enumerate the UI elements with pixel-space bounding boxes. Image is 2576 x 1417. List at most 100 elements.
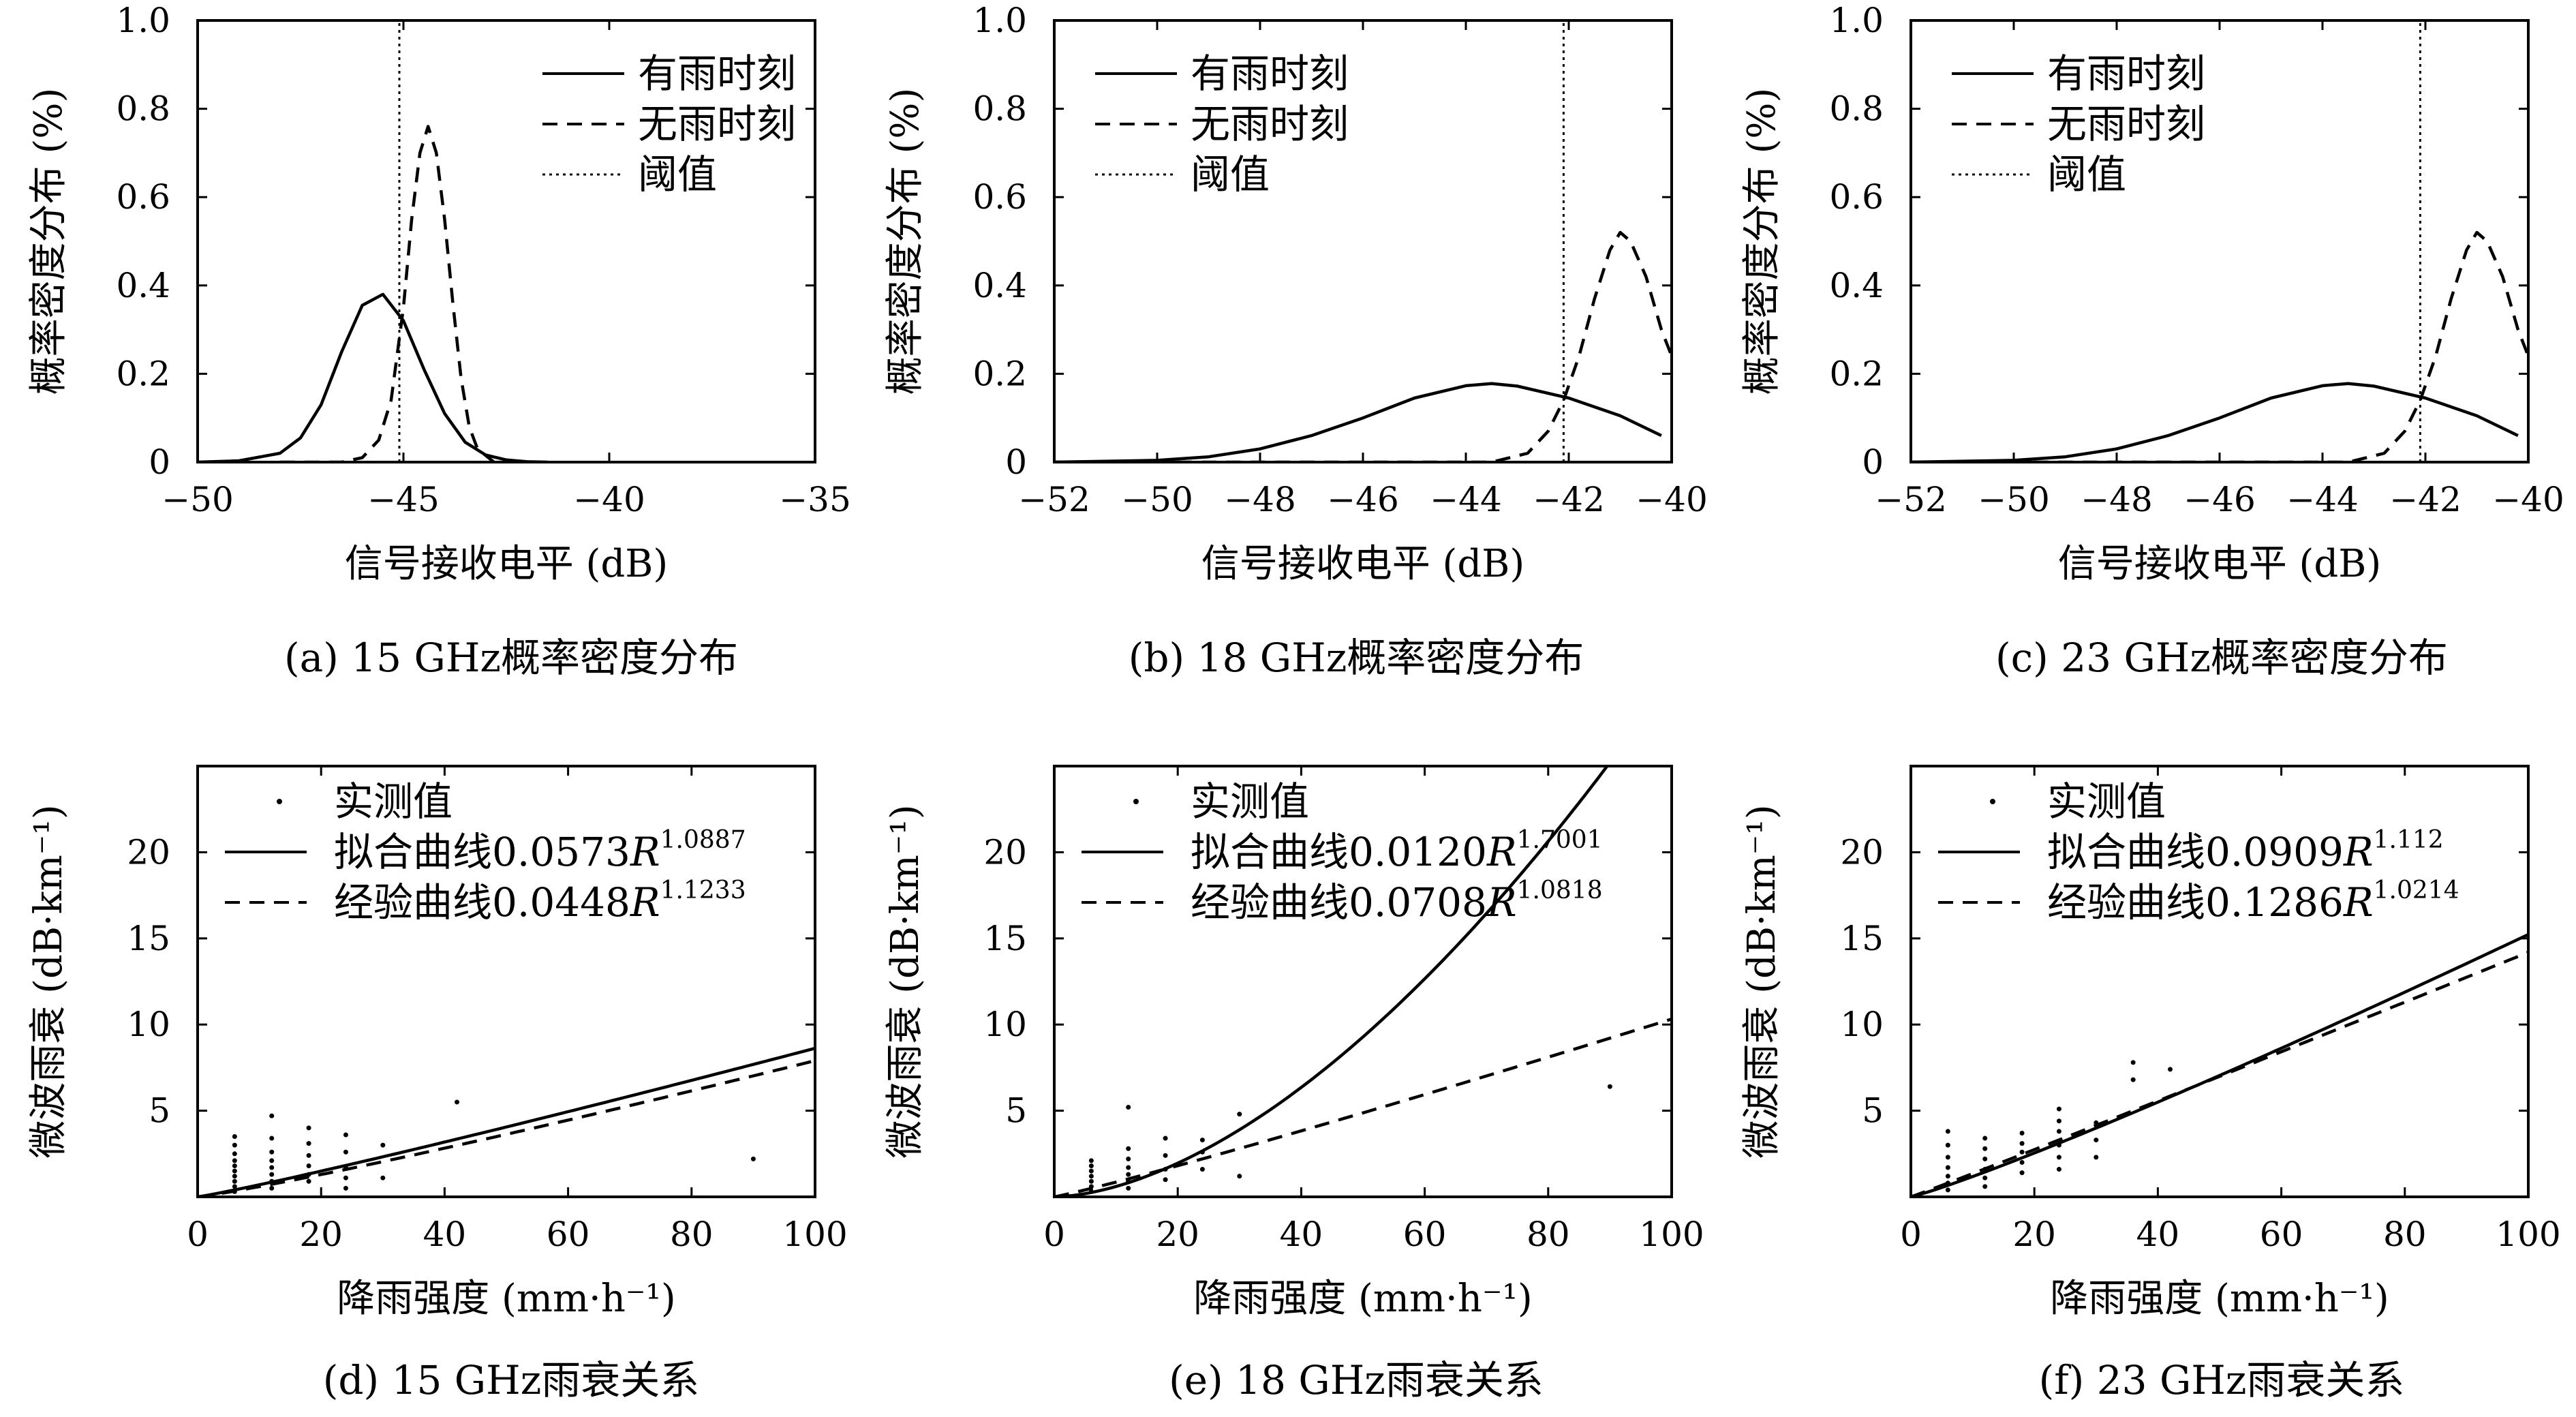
measured-point: [1126, 1172, 1131, 1177]
data-layer: [198, 20, 548, 462]
y-axis-label: 微波雨衰 (dB·km⁻¹): [27, 804, 71, 1158]
panel-1: −52 −50 −48 −46 −44 −42 −40 0 0.2 0.4 0.6 0.8 1.0 信号接…: [883, 1, 1708, 681]
measured-point: [2094, 1155, 2099, 1160]
panel-3: 0 20 40 60 80 100 5 10 15 20 降雨强度 (mm·h⁻¹) 微波雨衰 (dB…: [27, 765, 848, 1403]
y-tick-label: 10: [983, 1005, 1027, 1044]
legend-swatch: [277, 799, 282, 804]
measured-point: [2168, 1067, 2173, 1072]
measured-point: [455, 1099, 460, 1105]
legend-swatch: [1133, 799, 1139, 804]
legend-exponent: 1.7001: [1517, 826, 1603, 854]
legend-curve-name: 拟合曲线: [2047, 829, 2205, 875]
x-tick-label: 100: [782, 1215, 847, 1254]
measured-point: [1088, 1163, 1094, 1168]
measured-point: [232, 1151, 237, 1157]
legend-exponent: 1.0818: [1517, 877, 1603, 904]
y-tick-label: 10: [127, 1005, 170, 1044]
empirical-curve: [1911, 951, 2528, 1197]
measured-point: [343, 1149, 348, 1155]
legend-label: 阈值: [2047, 151, 2126, 198]
panel-caption: (a) 15 GHz概率密度分布: [284, 635, 738, 681]
y-axis-label: 概率密度分布 (%): [1740, 88, 1784, 395]
legend-coefficient: 0.0708: [1349, 879, 1487, 926]
fit-curve: [198, 1046, 815, 1197]
y-tick-label: 0: [149, 442, 170, 482]
measured-point: [1945, 1155, 1950, 1160]
plot-frame: [1053, 765, 1673, 1198]
y-tick-label: 0.4: [116, 266, 170, 305]
x-tick-label: −48: [2081, 480, 2153, 519]
legend-curve-name: 经验曲线: [1191, 879, 1349, 926]
x-tick-label: 80: [670, 1215, 714, 1254]
y-tick-label: 0.6: [116, 177, 170, 217]
x-tick-label: −42: [1533, 480, 1605, 519]
measured-point: [2130, 1060, 2136, 1065]
series-line-0: [1054, 382, 1662, 462]
x-tick-label: −52: [1875, 480, 1947, 519]
legend-exponent: 1.0214: [2374, 877, 2459, 904]
measured-point: [1237, 1112, 1242, 1117]
panel-caption: (d) 15 GHz雨衰关系: [323, 1357, 700, 1403]
measured-point: [1982, 1146, 1988, 1151]
x-tick-label: −46: [1327, 480, 1399, 519]
y-tick-label: 0: [1862, 442, 1884, 482]
measured-point: [1945, 1174, 1950, 1179]
x-tick-label: 0: [1043, 1215, 1065, 1254]
y-tick-label: 0.2: [116, 354, 170, 393]
measured-point: [2094, 1138, 2099, 1143]
y-tick-label: 5: [1005, 1091, 1027, 1131]
x-tick-label: −44: [1430, 480, 1502, 519]
measured-point: [2019, 1130, 2025, 1136]
x-tick-label: −50: [1121, 480, 1193, 519]
legend-coefficient: 0.0573: [492, 829, 630, 875]
measured-point: [1163, 1177, 1168, 1183]
plot-frame: [196, 19, 816, 463]
legend-variable: R: [2343, 829, 2374, 875]
measured-point: [269, 1113, 275, 1118]
legend-label: 经验曲线0.1286R1.0214: [2047, 877, 2459, 926]
measured-point: [1088, 1158, 1094, 1163]
y-tick-label: 0.6: [1829, 177, 1884, 217]
legend-label: 阈值: [638, 151, 717, 198]
measured-point: [2019, 1159, 2025, 1165]
measured-point: [232, 1134, 237, 1140]
plot-frame: [1053, 19, 1673, 463]
measured-point: [232, 1174, 237, 1179]
measured-point: [269, 1165, 275, 1170]
measured-point: [1163, 1136, 1168, 1141]
x-tick-label: 20: [299, 1215, 343, 1254]
y-tick-label: 0.6: [972, 177, 1027, 217]
y-axis-label: 微波雨衰 (dB·km⁻¹): [883, 804, 927, 1158]
measured-point: [306, 1178, 311, 1184]
measured-point: [1982, 1175, 1988, 1180]
measured-point: [269, 1158, 275, 1163]
y-tick-label: 15: [127, 919, 170, 958]
y-tick-label: 0.8: [116, 89, 170, 129]
measured-point: [1607, 1084, 1612, 1089]
x-tick-label: −40: [573, 480, 645, 519]
legend-label: 实测值: [2047, 778, 2166, 825]
legend-label: 拟合曲线0.0573R1.0887: [334, 826, 746, 875]
x-axis-label: 信号接收电平 (dB): [345, 542, 669, 586]
x-axis-label: 信号接收电平 (dB): [2058, 542, 2382, 586]
x-tick-label: −44: [2286, 480, 2359, 519]
legend-label: 实测值: [1191, 778, 1309, 825]
x-tick-label: 60: [547, 1215, 590, 1254]
legend-label: 经验曲线0.0448R1.1233: [334, 877, 746, 926]
y-tick-label: 20: [1840, 832, 1884, 872]
y-tick-label: 20: [127, 832, 170, 872]
y-tick-label: 1.0: [1829, 1, 1884, 40]
measured-point: [2019, 1149, 2025, 1155]
fit-curve: [1911, 933, 2528, 1197]
panel-4: 0 20 40 60 80 100 5 10 15 20 降雨强度 (mm·h⁻¹) 微波雨衰 (dB…: [883, 765, 1704, 1403]
x-tick-label: 0: [1900, 1215, 1922, 1254]
panel-2: −52 −50 −48 −46 −44 −42 −40 0 0.2 0.4 0.6 0.8 1.0 信号接…: [1740, 1, 2564, 681]
legend-curve-name: 拟合曲线: [1191, 829, 1349, 875]
measured-point: [343, 1175, 348, 1180]
measured-point: [306, 1125, 311, 1131]
x-tick-label: 80: [2383, 1215, 2427, 1254]
measured-point: [1982, 1156, 1988, 1161]
x-tick-label: −50: [162, 480, 234, 519]
y-tick-label: 0: [1005, 442, 1027, 482]
